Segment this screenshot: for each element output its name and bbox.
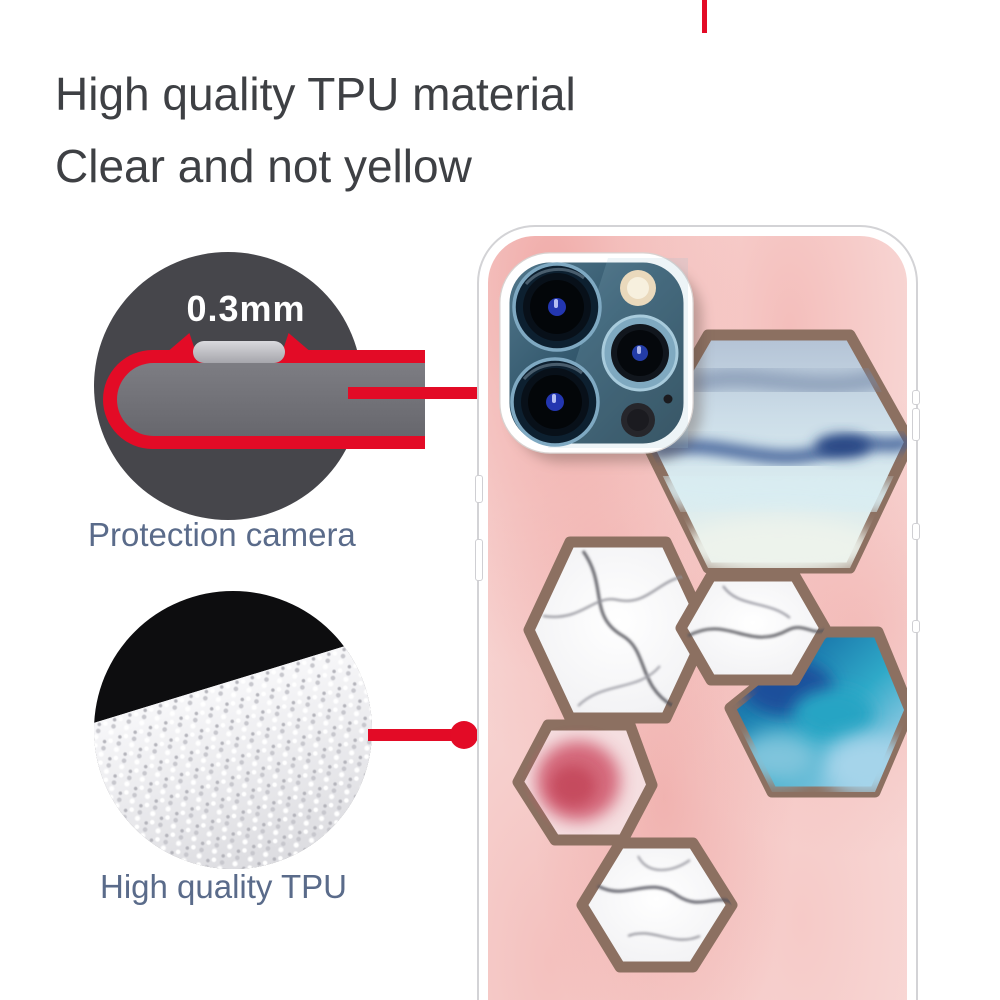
camera-module (499, 252, 702, 462)
ultrawide-lens-icon (510, 357, 600, 447)
lidar-center (627, 409, 649, 431)
leader-dot-case-edge (450, 721, 478, 749)
marble-case-back (488, 236, 907, 1000)
leader-line-case-edge (368, 729, 468, 741)
side-notch-1 (912, 390, 920, 405)
side-notch-3 (912, 620, 920, 633)
thickness-value: 0.3mm (186, 288, 306, 329)
tpu-beads-callout-circle (94, 591, 372, 869)
tpu-quality-caption: High quality TPU (100, 868, 348, 905)
protection-camera-caption: Protection camera (88, 516, 356, 553)
power-button-bump (912, 408, 920, 441)
telephoto-lens-icon (601, 314, 679, 392)
flash-inner (627, 277, 649, 299)
title-line-1: High quality TPU material (55, 68, 576, 120)
title-line-2: Clear and not yellow (55, 140, 472, 192)
side-notch-2 (912, 523, 920, 540)
case-pattern (499, 252, 907, 973)
hex-tile-white-marble-bottom (576, 837, 738, 973)
hex-tile-pink-marble (512, 719, 658, 846)
phone-case (475, 225, 920, 1000)
product-title: High quality TPU material Clear and not … (55, 58, 576, 202)
hex-tile-white-marble-small (675, 570, 831, 686)
hex-tile-teal-marble (724, 626, 907, 798)
side-button-illustration (193, 341, 285, 363)
phone-body-cross-section (117, 363, 425, 436)
volume-button-bump (475, 539, 483, 581)
mute-switch-bump (475, 475, 483, 503)
tpu-granules-photo (94, 639, 372, 869)
leader-line-camera (348, 387, 510, 399)
hex-tile-white-marble-large (523, 536, 713, 724)
red-accent-mark (702, 0, 707, 33)
mic-dot-icon (663, 394, 673, 404)
wide-lens-icon (512, 262, 602, 352)
